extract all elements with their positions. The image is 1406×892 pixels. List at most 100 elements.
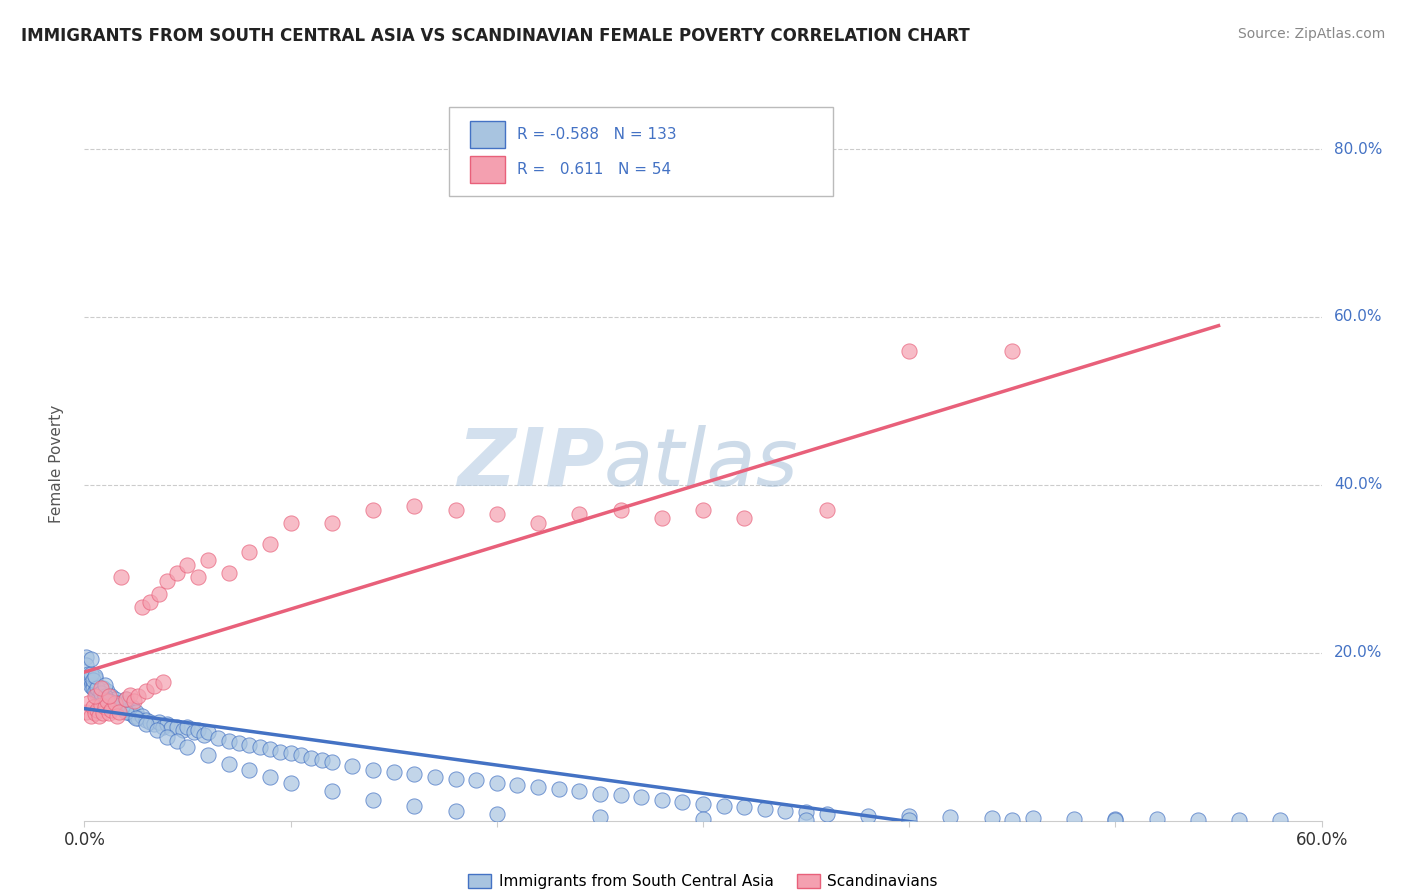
Point bbox=[775, 804, 797, 818]
Point bbox=[404, 798, 426, 813]
Point bbox=[104, 692, 127, 706]
Point bbox=[527, 780, 550, 794]
Point bbox=[794, 805, 817, 820]
Point bbox=[280, 747, 302, 761]
Point bbox=[118, 706, 141, 721]
Text: 60.0%: 60.0% bbox=[1334, 310, 1382, 325]
Point bbox=[1104, 812, 1126, 826]
Point bbox=[197, 553, 219, 567]
Point bbox=[423, 770, 446, 784]
Point bbox=[249, 739, 271, 754]
Point bbox=[815, 503, 838, 517]
FancyBboxPatch shape bbox=[471, 155, 505, 183]
Point bbox=[104, 698, 127, 712]
Point bbox=[609, 789, 631, 803]
Point bbox=[94, 690, 117, 704]
Point bbox=[87, 708, 110, 723]
Text: ZIP: ZIP bbox=[457, 425, 605, 503]
Point bbox=[568, 507, 591, 521]
Point bbox=[1001, 343, 1024, 358]
Point bbox=[86, 679, 108, 693]
Point bbox=[485, 507, 508, 521]
Point bbox=[156, 574, 179, 589]
Point bbox=[79, 666, 101, 681]
Point bbox=[131, 708, 153, 723]
FancyBboxPatch shape bbox=[450, 107, 832, 196]
Point bbox=[794, 813, 817, 827]
Point bbox=[94, 690, 117, 704]
Point bbox=[1270, 813, 1292, 827]
Point bbox=[361, 764, 384, 778]
Point bbox=[110, 698, 132, 712]
Point bbox=[131, 599, 153, 614]
Point bbox=[361, 503, 384, 517]
Point bbox=[156, 730, 179, 744]
Point bbox=[125, 705, 148, 719]
Point bbox=[856, 808, 879, 822]
Point bbox=[82, 678, 104, 692]
Point bbox=[91, 693, 114, 707]
Text: atlas: atlas bbox=[605, 425, 799, 503]
Point bbox=[465, 773, 488, 788]
Point bbox=[218, 566, 240, 580]
Point bbox=[77, 666, 100, 681]
Point bbox=[135, 717, 157, 731]
Point bbox=[96, 683, 118, 698]
Point bbox=[1227, 813, 1250, 827]
Point bbox=[187, 723, 209, 737]
Point bbox=[86, 681, 108, 695]
Point bbox=[321, 755, 343, 769]
Legend: Immigrants from South Central Asia, Scandinavians: Immigrants from South Central Asia, Scan… bbox=[463, 868, 943, 892]
Point bbox=[127, 711, 149, 725]
Point bbox=[228, 736, 250, 750]
Point bbox=[444, 503, 467, 517]
Point bbox=[404, 767, 426, 781]
Point bbox=[90, 686, 112, 700]
Point bbox=[238, 764, 260, 778]
Point bbox=[77, 696, 100, 710]
Point bbox=[1063, 812, 1085, 826]
Point bbox=[939, 810, 962, 824]
Point bbox=[143, 717, 166, 731]
Point bbox=[82, 700, 104, 714]
Point bbox=[148, 714, 170, 729]
Point bbox=[651, 792, 673, 806]
Point bbox=[98, 698, 121, 712]
Point bbox=[94, 700, 117, 714]
Point bbox=[197, 748, 219, 763]
Point bbox=[299, 750, 322, 764]
Point bbox=[166, 734, 188, 748]
Point bbox=[609, 503, 631, 517]
Point bbox=[108, 705, 131, 719]
Point bbox=[183, 725, 205, 739]
FancyBboxPatch shape bbox=[471, 121, 505, 148]
Text: 80.0%: 80.0% bbox=[1334, 142, 1382, 156]
Point bbox=[568, 784, 591, 798]
Point bbox=[114, 696, 136, 710]
Point bbox=[75, 649, 97, 664]
Point bbox=[83, 671, 105, 685]
Point bbox=[404, 499, 426, 513]
Point bbox=[218, 756, 240, 771]
Point bbox=[898, 343, 921, 358]
Point bbox=[238, 545, 260, 559]
Point bbox=[692, 797, 714, 811]
Point bbox=[135, 683, 157, 698]
Point bbox=[112, 703, 135, 717]
Point bbox=[259, 536, 281, 550]
Point bbox=[122, 708, 145, 723]
Point bbox=[152, 720, 174, 734]
Point bbox=[79, 679, 101, 693]
Point bbox=[83, 669, 105, 683]
Text: 20.0%: 20.0% bbox=[1334, 645, 1382, 660]
Point bbox=[122, 694, 145, 708]
Point bbox=[733, 800, 755, 814]
Point bbox=[1104, 813, 1126, 827]
Point bbox=[105, 708, 128, 723]
Point bbox=[444, 804, 467, 818]
Point bbox=[207, 731, 229, 746]
Point bbox=[148, 587, 170, 601]
Point bbox=[75, 705, 97, 719]
Point bbox=[91, 681, 114, 695]
Point bbox=[156, 717, 179, 731]
